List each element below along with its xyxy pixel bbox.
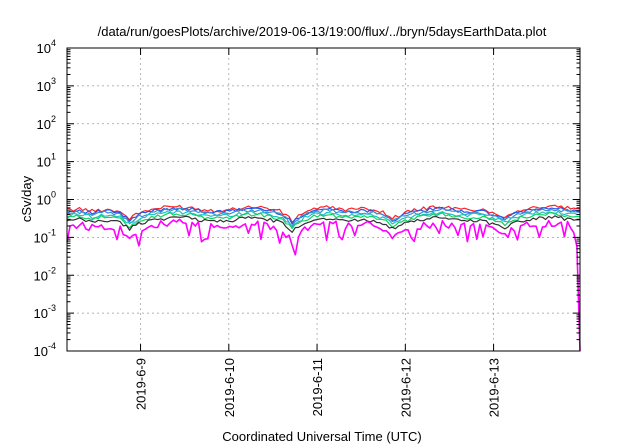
y-tick-base: 10 [37,117,51,132]
y-axis-label: cSv/day [19,175,34,222]
y-tick-base: 10 [34,268,48,283]
y-tick-label: 102 [37,114,56,132]
y-tick-base: 10 [34,230,48,245]
x-tick-label: 2019-6-11 [310,358,325,416]
series-line-0 [66,204,581,223]
series-line-3 [66,210,581,229]
x-tick-label: 2019-6-12 [398,358,413,417]
y-tick-label: 10-1 [34,227,56,245]
x-axis-label: Coordinated Universal Time (UTC) [222,429,421,444]
y-tick-base: 10 [37,79,51,94]
series-line-2 [66,207,581,227]
y-tick-exponent: 4 [51,38,56,48]
y-tick-exponent: -2 [48,265,56,275]
y-tick-exponent: -3 [48,303,56,313]
x-axis: 2019-6-9 2019-6-10 2019-6-11 2019-6-12 2019-… [134,48,502,417]
y-tick-base: 10 [37,41,51,56]
y-tick-exponent: 1 [51,152,56,162]
y-tick-label: 10-4 [34,341,56,359]
y-tick-exponent: 2 [51,114,56,124]
series-line-4 [66,212,581,230]
y-tick-base: 10 [37,155,51,170]
series-line-6 [66,218,581,352]
y-tick-label: 10-2 [34,265,56,283]
y-tick-label: 104 [37,38,56,56]
series-line-5 [66,215,581,233]
y-tick-label: 101 [37,152,56,170]
x-tick-label: 2019-6-9 [134,358,149,410]
y-tick-label: 100 [37,190,56,208]
chart-title: /data/run/goesPlots/archive/2019-06-13/1… [98,24,547,39]
series-layer [66,204,581,352]
x-tick-label: 2019-6-10 [222,358,237,417]
y-tick-exponent: -1 [48,227,56,237]
y-tick-exponent: 0 [51,190,56,200]
y-tick-base: 10 [37,193,51,208]
y-tick-base: 10 [34,306,48,321]
y-tick-exponent: -4 [48,341,56,351]
grid [67,47,580,352]
y-tick-label: 10-3 [34,303,56,321]
y-tick-base: 10 [34,344,48,359]
y-tick-exponent: 3 [51,76,56,86]
y-tick-label: 103 [37,76,56,94]
x-tick-label: 2019-6-13 [487,358,502,417]
